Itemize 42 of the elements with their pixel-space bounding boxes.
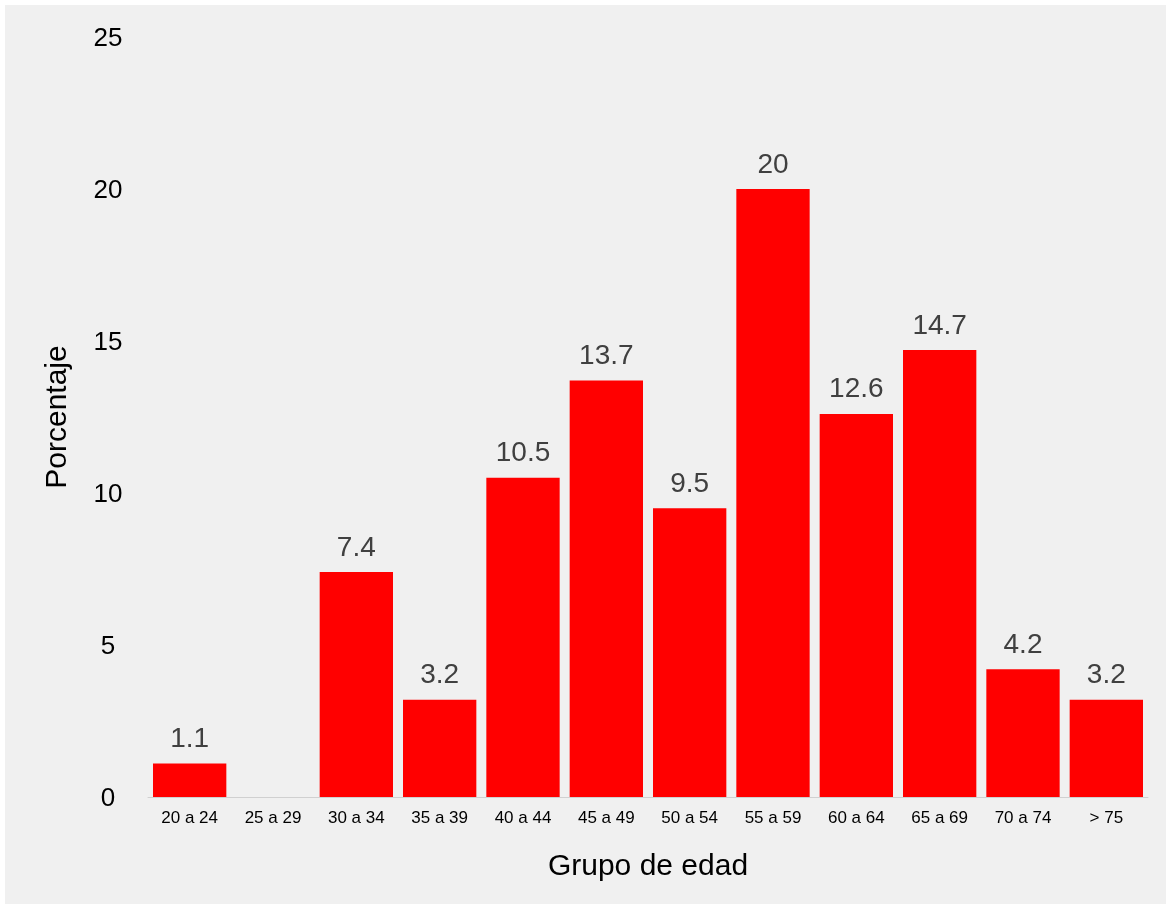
data-label: 3.2 — [420, 658, 460, 690]
y-tick-label: 0 — [100, 782, 116, 812]
data-label: 12.6 — [829, 372, 884, 404]
data-label: 13.7 — [579, 339, 634, 371]
bar — [653, 508, 727, 797]
data-label: 4.2 — [1003, 627, 1043, 659]
x-tick-label: 70 a 74 — [994, 808, 1052, 827]
data-label: 14.7 — [912, 308, 967, 340]
bar — [569, 380, 643, 797]
y-tick-label: 5 — [100, 630, 116, 660]
x-tick-label: 45 a 49 — [577, 808, 635, 827]
y-tick-label: 10 — [93, 478, 123, 508]
data-label: 7.4 — [336, 530, 376, 562]
x-tick-label: 55 a 59 — [744, 808, 802, 827]
y-axis-title: Porcentaje — [38, 345, 72, 489]
x-axis-title: Grupo de edad — [547, 847, 749, 881]
x-tick-label: 50 a 54 — [661, 808, 719, 827]
x-tick-label: 60 a 64 — [827, 808, 885, 827]
bar — [403, 699, 477, 797]
bar — [986, 669, 1060, 797]
bar — [1069, 699, 1143, 797]
data-label: 3.2 — [1086, 658, 1126, 690]
y-tick-label: 15 — [93, 326, 123, 356]
data-label: 20 — [757, 147, 789, 179]
bar — [903, 350, 977, 797]
x-tick-label: 65 a 69 — [911, 808, 969, 827]
bar — [153, 763, 227, 797]
bar — [319, 572, 393, 797]
x-tick-label: 30 a 34 — [327, 808, 385, 827]
x-tick-label: 35 a 39 — [411, 808, 469, 827]
data-label: 1.1 — [170, 722, 210, 754]
x-tick-label: 20 a 24 — [161, 808, 219, 827]
data-label: 10.5 — [495, 436, 551, 468]
bar — [736, 189, 810, 797]
data-label: 9.5 — [670, 466, 710, 498]
x-tick-label: 25 a 29 — [244, 808, 302, 827]
x-tick-label: > 75 — [1089, 808, 1124, 827]
bar — [486, 477, 560, 797]
bar — [819, 413, 893, 797]
y-tick-label: 20 — [93, 174, 123, 204]
x-tick-label: 40 a 44 — [494, 808, 552, 827]
y-tick-label: 25 — [93, 22, 123, 52]
